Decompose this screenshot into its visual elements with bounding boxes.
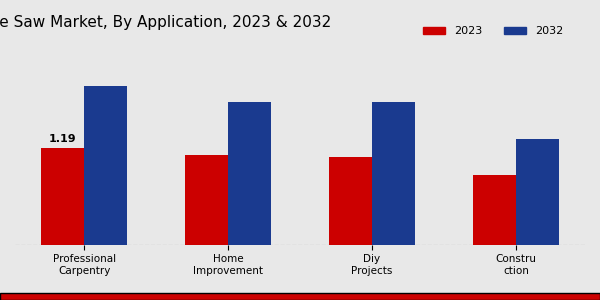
- Text: Table Saw Market, By Application, 2023 & 2032: Table Saw Market, By Application, 2023 &…: [0, 15, 332, 30]
- Bar: [473, 176, 516, 245]
- Text: 1.19: 1.19: [49, 134, 76, 144]
- Bar: [185, 155, 228, 245]
- Bar: [329, 157, 372, 245]
- Bar: [228, 102, 271, 245]
- Bar: [84, 86, 127, 245]
- Bar: [41, 148, 84, 245]
- Legend: 2023, 2032: 2023, 2032: [418, 22, 568, 41]
- Bar: [372, 102, 415, 245]
- Bar: [516, 139, 559, 245]
